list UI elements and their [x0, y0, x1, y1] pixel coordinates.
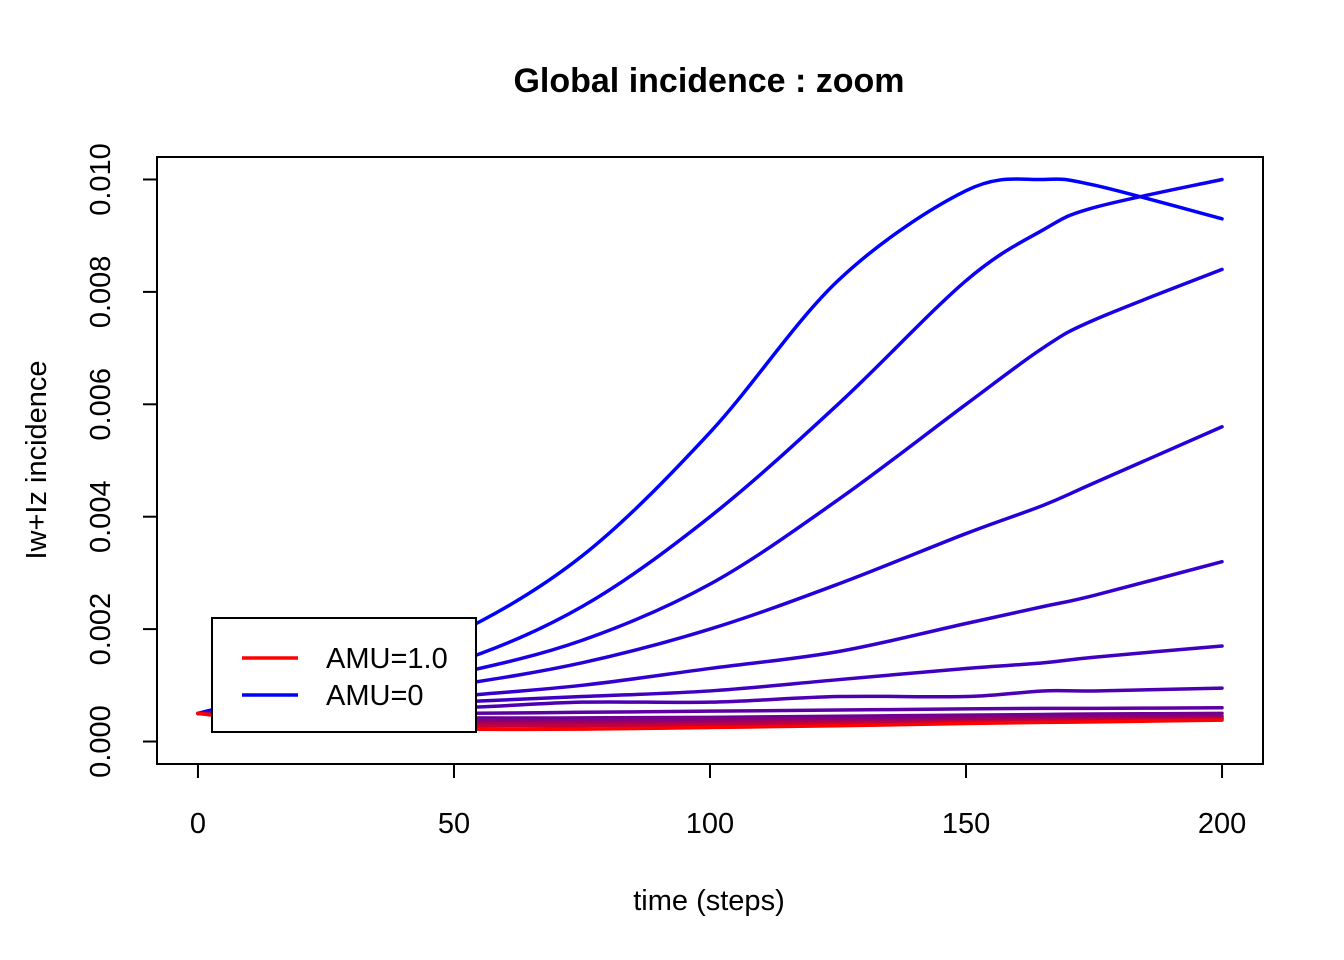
y-tick-label: 0.004: [85, 480, 117, 553]
y-axis-label: Iw+Iz incidence: [21, 360, 53, 559]
y-tick-label: 0.008: [85, 256, 117, 329]
legend-box: [211, 617, 477, 733]
y-tick-label: 0.000: [85, 705, 117, 778]
legend-label: AMU=1.0: [326, 643, 448, 675]
x-tick-label: 0: [190, 808, 206, 840]
y-tick-label: 0.002: [85, 593, 117, 666]
y-axis: 0.000 0.002 0.004 0.006 0.008 0.010: [85, 143, 158, 778]
x-tick-label: 50: [438, 808, 470, 840]
chart-title: Global incidence : zoom: [513, 62, 904, 100]
x-axis-label: time (steps): [633, 885, 784, 917]
x-tick-label: 200: [1198, 808, 1246, 840]
legend: AMU=1.0 AMU=0: [211, 617, 477, 733]
x-axis: 0 50 100 150 200: [190, 763, 1246, 840]
y-tick-label: 0.010: [85, 143, 117, 216]
x-tick-label: 150: [942, 808, 990, 840]
x-tick-label: 100: [686, 808, 734, 840]
y-tick-label: 0.006: [85, 368, 117, 441]
legend-label: AMU=0: [326, 680, 424, 712]
